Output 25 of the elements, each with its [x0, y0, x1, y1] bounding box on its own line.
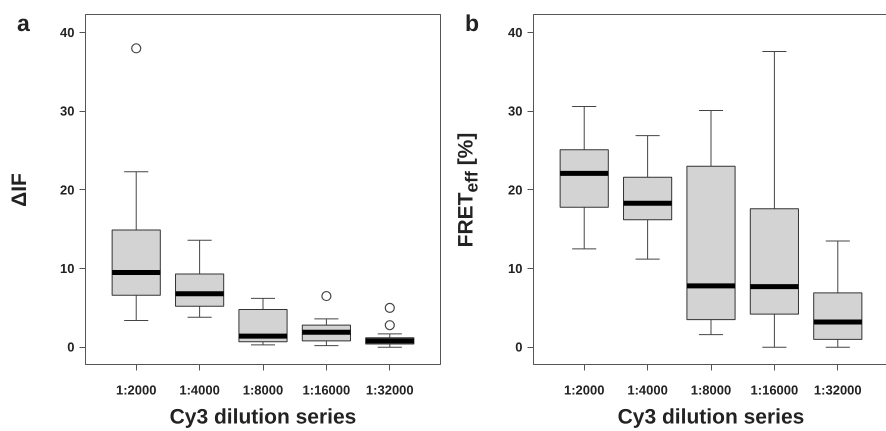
y-tick-label: 10 — [508, 261, 523, 276]
y-tick-label: 40 — [508, 25, 523, 40]
y-tick-label: 0 — [515, 340, 523, 355]
y-tick-label: 20 — [60, 182, 75, 198]
y-tick-label: 30 — [60, 104, 75, 119]
chart-title: b — [465, 9, 480, 38]
x-axis-title: Cy3 dilution series — [618, 406, 804, 428]
x-tick-label: 1:8000 — [690, 382, 732, 398]
y-axis-title: ΔIF — [7, 173, 32, 207]
x-axis-title: Cy3 dilution series — [170, 406, 356, 428]
x-tick-label: 1:4000 — [627, 382, 668, 398]
x-tick-label: 1:32000 — [814, 382, 862, 398]
y-tick-label: 20 — [508, 182, 523, 198]
y-tick-label: 10 — [60, 261, 75, 276]
chart-title: a — [17, 9, 30, 38]
x-tick-label: 1:8000 — [242, 382, 284, 398]
x-tick-label: 1:32000 — [366, 382, 414, 398]
y-tick-label: 30 — [508, 104, 523, 119]
y-tick-label: 40 — [60, 25, 75, 40]
x-tick-label: 1:2000 — [564, 382, 604, 398]
x-tick-label: 1:2000 — [116, 382, 156, 398]
y-tick-label: 0 — [67, 340, 75, 355]
x-tick-label: 1:16000 — [750, 382, 798, 398]
x-tick-label: 1:4000 — [179, 382, 220, 398]
x-tick-label: 1:16000 — [302, 382, 350, 398]
